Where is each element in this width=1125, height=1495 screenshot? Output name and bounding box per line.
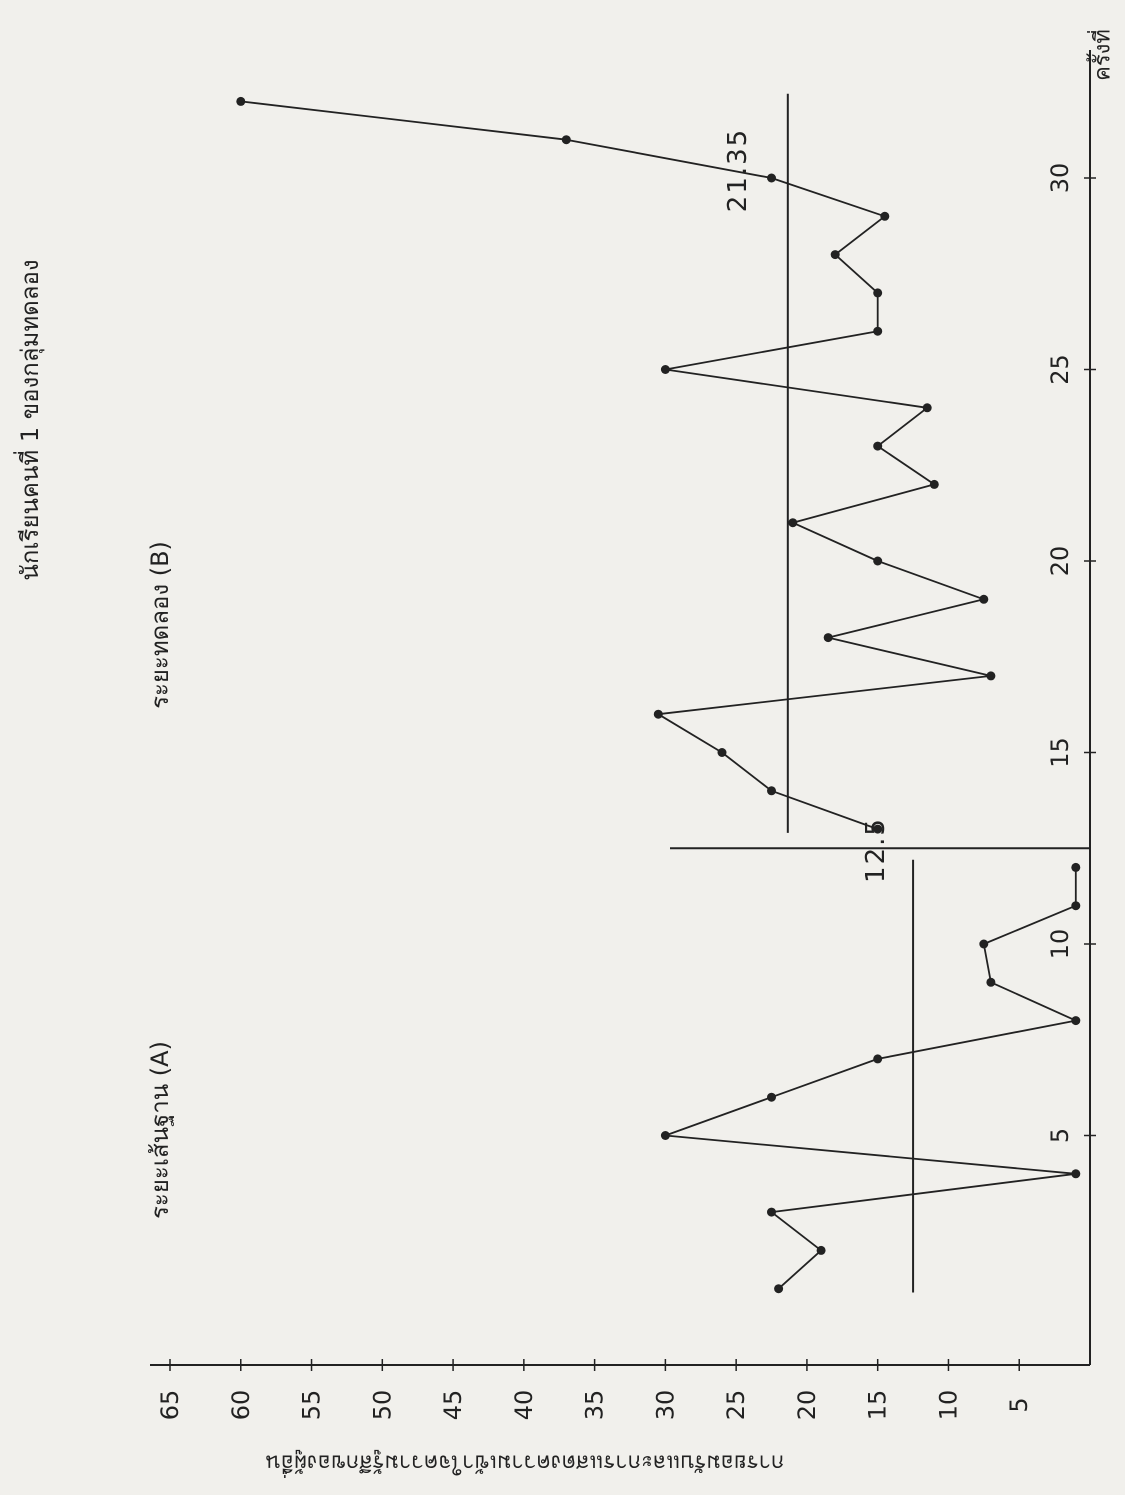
data-point xyxy=(830,250,840,260)
data-point xyxy=(922,403,932,413)
data-point xyxy=(986,671,996,681)
phase-label: ระยะเส้นฐาน (A) xyxy=(146,1041,174,1219)
y-tick-label: 65 xyxy=(156,1390,184,1421)
data-point xyxy=(979,594,989,604)
data-point xyxy=(1071,1016,1081,1026)
y-tick-label: 60 xyxy=(227,1390,255,1421)
y-tick-label: 55 xyxy=(298,1390,326,1421)
data-point xyxy=(873,556,883,566)
x-tick-label: 30 xyxy=(1046,163,1074,194)
data-point xyxy=(561,135,571,145)
data-point xyxy=(767,1092,776,1102)
data-point xyxy=(1071,901,1081,911)
series-line xyxy=(664,867,1077,1290)
chart-title: นักเรียนคนที่ 1 ของกลุ่มทดลอง xyxy=(13,259,45,580)
data-point xyxy=(767,173,776,183)
data-point xyxy=(653,709,663,719)
x-tick-label: 20 xyxy=(1046,546,1074,577)
data-point xyxy=(873,824,883,834)
data-point xyxy=(767,1207,776,1217)
data-point xyxy=(880,211,890,221)
data-point xyxy=(929,479,939,489)
mean-label: 21.35 xyxy=(723,128,753,212)
data-point xyxy=(1071,862,1081,872)
data-point xyxy=(873,288,883,298)
data-point xyxy=(767,786,776,796)
x-tick-label: 25 xyxy=(1046,354,1074,385)
data-point xyxy=(236,96,246,106)
data-point xyxy=(873,1054,883,1064)
mean-label: 12.5 xyxy=(861,817,891,883)
data-point xyxy=(660,1131,670,1140)
data-point xyxy=(979,939,989,949)
y-tick-label: 25 xyxy=(722,1390,750,1421)
y-tick-label: 30 xyxy=(651,1390,679,1421)
data-point xyxy=(986,977,996,987)
x-axis-title: ครั้งที่ xyxy=(1087,29,1116,81)
x-tick-label: 5 xyxy=(1046,1128,1074,1143)
data-point xyxy=(774,1284,784,1294)
phase-label: ระยะทดลอง (B) xyxy=(146,541,174,709)
y-tick-label: 5 xyxy=(1005,1397,1033,1412)
y-tick-label: 40 xyxy=(510,1390,538,1421)
x-tick-label: 10 xyxy=(1046,929,1074,960)
data-point xyxy=(816,1245,826,1255)
data-point xyxy=(1071,1169,1081,1179)
y-tick-label: 45 xyxy=(439,1390,467,1421)
x-tick-label: 15 xyxy=(1046,737,1074,768)
y-tick-label: 10 xyxy=(934,1390,962,1421)
data-point xyxy=(823,633,833,643)
data-point xyxy=(873,441,883,451)
y-tick-label: 15 xyxy=(864,1390,892,1421)
series-line xyxy=(240,100,992,830)
data-point xyxy=(873,326,883,336)
y-axis-title: การยอมรับและการแสดงความเข้าใจความรู้สึกข… xyxy=(266,1450,785,1479)
y-tick-label: 35 xyxy=(581,1390,609,1421)
data-point xyxy=(717,748,727,757)
data-point xyxy=(660,365,670,374)
y-tick-label: 20 xyxy=(793,1390,821,1421)
data-point xyxy=(788,518,798,528)
y-tick-label: 50 xyxy=(368,1390,396,1421)
